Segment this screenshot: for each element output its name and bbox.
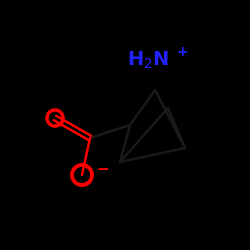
Text: +: +: [176, 45, 188, 59]
Text: H$_2$N: H$_2$N: [127, 49, 169, 71]
Text: −: −: [96, 162, 109, 176]
